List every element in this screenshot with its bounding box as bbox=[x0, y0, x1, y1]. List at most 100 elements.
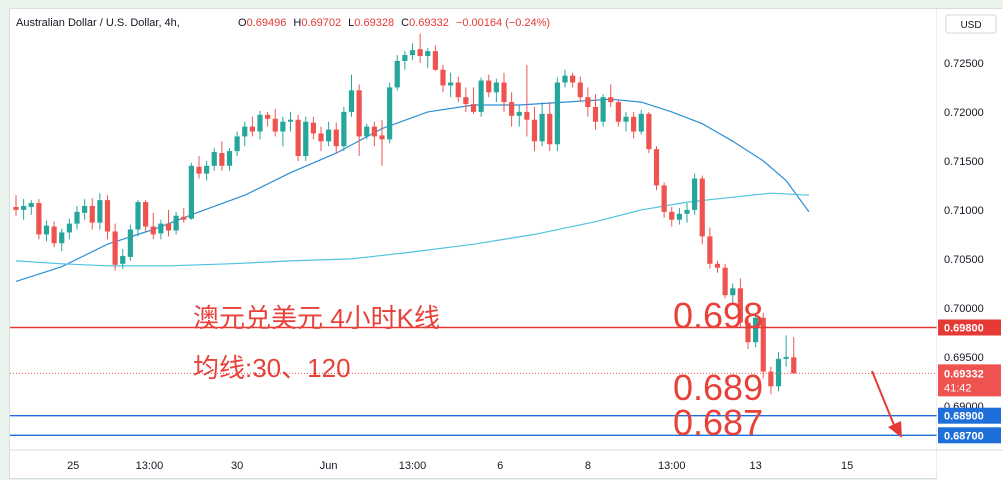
candle bbox=[653, 146, 660, 191]
candle bbox=[97, 193, 103, 230]
candle bbox=[768, 366, 774, 395]
candle bbox=[417, 33, 423, 63]
candle bbox=[600, 94, 606, 127]
candle bbox=[341, 107, 347, 152]
annotation-level-0689: 0.689 bbox=[673, 367, 763, 408]
svg-text:0.69800: 0.69800 bbox=[944, 323, 984, 335]
svg-text:0.68900: 0.68900 bbox=[944, 411, 984, 423]
candle bbox=[287, 111, 294, 132]
candle bbox=[676, 207, 682, 225]
candle bbox=[531, 107, 538, 152]
annotation-title: 澳元兑美元 4小时K线 bbox=[193, 303, 440, 333]
candle bbox=[638, 109, 644, 135]
candle bbox=[425, 48, 431, 68]
candle bbox=[631, 111, 637, 139]
price-tick-label: 0.70500 bbox=[944, 254, 984, 266]
candle bbox=[501, 72, 507, 112]
candle bbox=[562, 69, 568, 88]
annotation-level-0698: 0.698 bbox=[673, 295, 763, 336]
candle bbox=[509, 92, 515, 127]
candle bbox=[615, 99, 621, 127]
candlestick-chart[interactable]: Australian Dollar / U.S. Dollar, 4h, O0.… bbox=[10, 9, 1003, 480]
candle bbox=[196, 156, 202, 179]
candle bbox=[89, 198, 95, 230]
candle bbox=[783, 335, 789, 367]
candle bbox=[188, 162, 194, 220]
candle bbox=[59, 228, 65, 252]
candle bbox=[608, 84, 614, 107]
candle bbox=[455, 76, 461, 103]
candle bbox=[66, 218, 72, 240]
time-tick-label: 13 bbox=[750, 460, 762, 472]
candle bbox=[554, 77, 560, 152]
candle bbox=[722, 263, 728, 299]
candle bbox=[387, 82, 393, 144]
svg-text:0.68700: 0.68700 bbox=[944, 430, 984, 442]
candle bbox=[585, 87, 591, 117]
candle bbox=[280, 116, 286, 147]
price-tick-label: 0.70000 bbox=[944, 303, 984, 315]
horizontal-lines bbox=[10, 326, 937, 436]
candle bbox=[707, 227, 713, 269]
candle bbox=[547, 102, 553, 152]
candle bbox=[371, 121, 377, 147]
chart-frame: Australian Dollar / U.S. Dollar, 4h, O0.… bbox=[9, 8, 1003, 480]
candle bbox=[775, 352, 782, 392]
time-axis-labels[interactable]: 25 13:00 30 Jun 13:00 6 8 13:00 13 15 bbox=[67, 460, 853, 472]
candle bbox=[181, 207, 187, 223]
candle bbox=[760, 312, 766, 379]
candle bbox=[699, 175, 705, 245]
candle bbox=[272, 108, 278, 137]
candle bbox=[135, 200, 141, 237]
candle bbox=[356, 84, 362, 156]
level-price-tag: 0.69800 bbox=[938, 319, 1001, 336]
candle bbox=[173, 211, 179, 235]
candle bbox=[219, 141, 225, 171]
candle bbox=[463, 87, 469, 112]
candle bbox=[646, 111, 652, 154]
time-tick-label: Jun bbox=[320, 460, 338, 472]
candle bbox=[440, 64, 446, 93]
level-price-tag: 0.68900 bbox=[938, 407, 1001, 424]
candle bbox=[486, 74, 492, 98]
svg-text:41:42: 41:42 bbox=[944, 382, 972, 394]
price-tick-label: 0.69500 bbox=[944, 352, 984, 364]
candle bbox=[74, 205, 80, 230]
candle bbox=[432, 45, 438, 71]
candle bbox=[348, 74, 355, 117]
candle bbox=[791, 337, 797, 374]
price-scale[interactable] bbox=[937, 9, 1003, 480]
candle bbox=[43, 220, 50, 242]
candle bbox=[257, 110, 263, 140]
candle bbox=[692, 173, 698, 215]
time-tick-label: 13:00 bbox=[399, 460, 427, 472]
candle bbox=[204, 160, 210, 181]
candle bbox=[143, 200, 149, 232]
candle bbox=[303, 116, 309, 161]
candle bbox=[669, 206, 675, 227]
candle bbox=[333, 122, 339, 154]
time-tick-label: 8 bbox=[585, 460, 591, 472]
candle bbox=[36, 199, 42, 240]
candle bbox=[226, 148, 233, 171]
candle bbox=[379, 119, 385, 166]
price-scale-tags: 0.69800 0.68900 0.68700 0.69332 41:42 bbox=[938, 319, 1001, 444]
candle bbox=[592, 94, 599, 130]
candle bbox=[158, 219, 164, 240]
candle bbox=[326, 121, 332, 147]
candle bbox=[242, 121, 248, 147]
candle bbox=[623, 111, 629, 132]
candle bbox=[265, 111, 271, 127]
symbol-title: Australian Dollar / U.S. Dollar, 4h, bbox=[16, 17, 180, 29]
time-tick-label: 13:00 bbox=[658, 460, 686, 472]
currency-button[interactable]: USD bbox=[945, 14, 997, 34]
ma-120-line bbox=[15, 192, 810, 267]
candle bbox=[516, 105, 522, 127]
candle bbox=[753, 312, 759, 348]
candle bbox=[394, 55, 400, 91]
candle bbox=[21, 199, 27, 220]
price-tick-label: 0.71500 bbox=[944, 156, 984, 168]
annotation-ma-note: 均线:30、120 bbox=[193, 353, 351, 383]
plot-area[interactable] bbox=[10, 9, 937, 450]
currency-label: USD bbox=[960, 20, 981, 31]
